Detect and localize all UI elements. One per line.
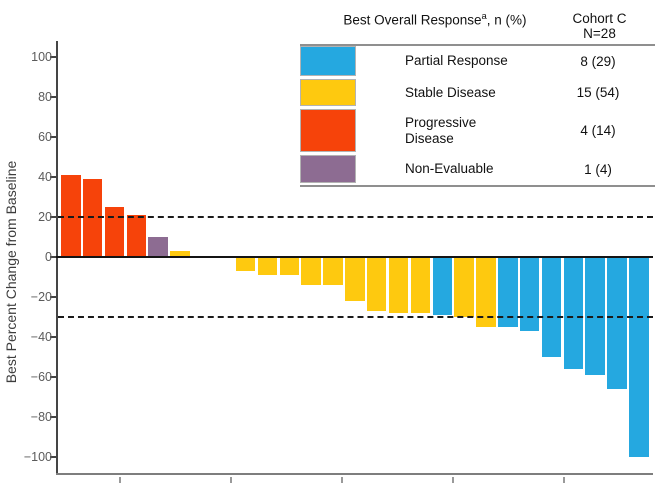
legend-row-stable-disease: Stable Disease 15 (54) xyxy=(300,79,657,106)
patient-bar xyxy=(498,257,518,327)
legend-value: 4 (14) xyxy=(580,123,616,138)
legend-header-text: Best Overall Response xyxy=(343,12,482,28)
partial-response-swatch xyxy=(300,46,356,76)
legend-header-superscript: a xyxy=(481,11,487,22)
x-axis-line xyxy=(56,473,653,475)
zero-baseline xyxy=(56,256,653,258)
stable-disease-swatch xyxy=(300,79,356,106)
patient-bar xyxy=(607,257,627,389)
patient-bar xyxy=(345,257,365,301)
y-tick-mark xyxy=(50,216,56,218)
patient-bar xyxy=(388,257,409,313)
legend-label: Non-Evaluable xyxy=(405,161,494,176)
progressive-disease-swatch xyxy=(300,109,356,152)
legend-header-suffix: , n (%) xyxy=(486,12,527,28)
patient-bar xyxy=(432,257,452,315)
y-tick-label: −80 xyxy=(30,410,52,424)
patient-bar xyxy=(366,257,387,311)
patient-bar xyxy=(126,215,147,257)
patient-bar xyxy=(104,207,125,257)
reference-dashed-line xyxy=(58,216,653,218)
y-tick-label: −20 xyxy=(30,290,52,304)
y-tick-label: 60 xyxy=(38,130,52,144)
y-tick-mark xyxy=(50,56,56,58)
y-axis-label: Best Percent Change from Baseline xyxy=(3,160,19,384)
y-tick-label: 80 xyxy=(38,90,52,104)
legend-row-partial-response: Partial Response 8 (29) xyxy=(300,46,657,76)
patient-bar xyxy=(257,257,278,275)
cohort-n: N=28 xyxy=(583,26,616,41)
patient-bar xyxy=(563,257,583,369)
x-axis-minor-tick xyxy=(230,477,232,483)
y-tick-label: −60 xyxy=(30,370,52,384)
y-tick-mark xyxy=(50,96,56,98)
y-tick-label: −100 xyxy=(23,450,52,464)
y-tick-label: −40 xyxy=(30,330,52,344)
patient-bar xyxy=(235,257,256,271)
legend-value: 8 (29) xyxy=(580,53,616,69)
legend-row-non-evaluable: Non-Evaluable 1 (4) xyxy=(300,155,657,183)
x-axis-minor-tick xyxy=(563,477,565,483)
y-tick-mark xyxy=(50,136,56,138)
legend-value: 1 (4) xyxy=(584,161,612,177)
patient-bar xyxy=(82,179,103,257)
y-tick-label: 40 xyxy=(38,170,52,184)
patient-bar xyxy=(454,257,474,317)
y-tick-mark xyxy=(50,376,56,378)
patient-bar xyxy=(410,257,431,313)
cohort-name: Cohort C xyxy=(572,11,627,26)
reference-dashed-line xyxy=(58,316,653,318)
legend-bottom-rule xyxy=(300,185,655,187)
legend-row-progressive-disease: Progressive Disease 4 (14) xyxy=(300,109,657,152)
y-tick-mark xyxy=(50,296,56,298)
legend-value: 15 (54) xyxy=(576,85,620,100)
y-tick-mark xyxy=(50,336,56,338)
non-evaluable-swatch xyxy=(300,155,356,183)
legend-header: Best Overall Responsea, n (%) xyxy=(320,11,550,28)
legend-label: Partial Response xyxy=(405,53,508,68)
y-tick-label: 20 xyxy=(38,210,52,224)
y-tick-mark xyxy=(50,256,56,258)
legend-label: Stable Disease xyxy=(405,84,496,100)
x-axis-minor-tick xyxy=(341,477,343,483)
patient-bar xyxy=(519,257,540,331)
patient-bar xyxy=(476,257,496,327)
x-axis-minor-tick xyxy=(119,477,121,483)
y-tick-label: 0 xyxy=(45,250,52,264)
y-axis-spine xyxy=(56,41,58,475)
y-tick-label: 100 xyxy=(31,50,52,64)
patient-bar xyxy=(279,257,299,275)
legend-top-rule xyxy=(300,44,655,46)
patient-bar xyxy=(301,257,321,285)
legend-table: Best Overall Responsea, n (%) Cohort C N… xyxy=(300,0,657,192)
y-tick-mark xyxy=(50,456,56,458)
patient-bar xyxy=(629,257,649,457)
x-axis-minor-tick xyxy=(452,477,454,483)
y-tick-mark xyxy=(50,176,56,178)
patient-bar xyxy=(323,257,343,285)
patient-bar xyxy=(541,257,562,357)
legend-cohort-header: Cohort C N=28 xyxy=(552,11,647,41)
patient-bar xyxy=(170,251,190,257)
patient-bar xyxy=(148,237,168,257)
y-tick-mark xyxy=(50,416,56,418)
legend-label: Progressive Disease xyxy=(405,114,477,146)
